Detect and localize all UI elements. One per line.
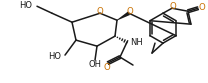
Text: HO: HO (19, 1, 32, 10)
Text: OH: OH (88, 60, 102, 69)
Text: O: O (199, 3, 205, 12)
Text: O: O (127, 7, 133, 16)
Text: O: O (170, 2, 176, 11)
Text: O: O (104, 63, 110, 72)
Text: NH: NH (130, 38, 143, 47)
Polygon shape (117, 12, 130, 20)
Text: HO: HO (48, 52, 61, 61)
Text: O: O (97, 7, 103, 16)
